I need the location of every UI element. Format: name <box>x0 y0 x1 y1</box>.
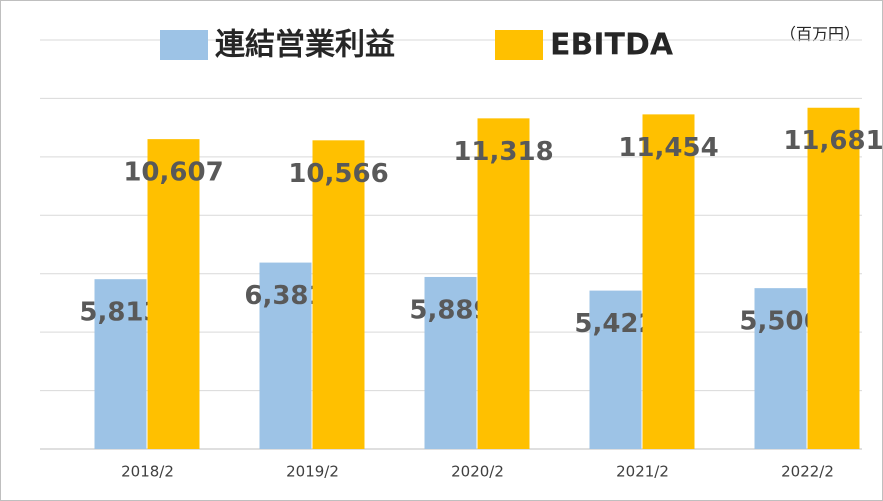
x-tick-label: 2018/2 <box>121 463 174 481</box>
value-label: 10,607 <box>123 158 223 188</box>
bar <box>642 114 695 449</box>
bar <box>94 279 147 449</box>
value-label: 11,454 <box>618 133 718 163</box>
bar <box>424 276 477 449</box>
x-tick-label: 2020/2 <box>451 463 504 481</box>
legend-label: EBITDA <box>550 28 674 63</box>
value-label: 11,681 <box>783 126 883 156</box>
unit-label: （百万円） <box>780 25 860 44</box>
bar <box>147 139 200 449</box>
x-tick-label: 2019/2 <box>286 463 339 481</box>
legend-label: 連結営業利益 <box>215 28 395 63</box>
x-tick-label: 2021/2 <box>616 463 669 481</box>
bar <box>754 288 807 449</box>
value-label: 10,566 <box>288 159 388 189</box>
legend-swatch <box>495 30 543 60</box>
x-tick-label: 2022/2 <box>781 463 834 481</box>
bar <box>477 118 530 449</box>
bar <box>589 290 642 449</box>
value-label: 11,318 <box>453 137 553 167</box>
bar <box>312 140 365 450</box>
bar <box>259 262 312 449</box>
legend-swatch <box>160 30 208 60</box>
bar <box>807 107 860 449</box>
